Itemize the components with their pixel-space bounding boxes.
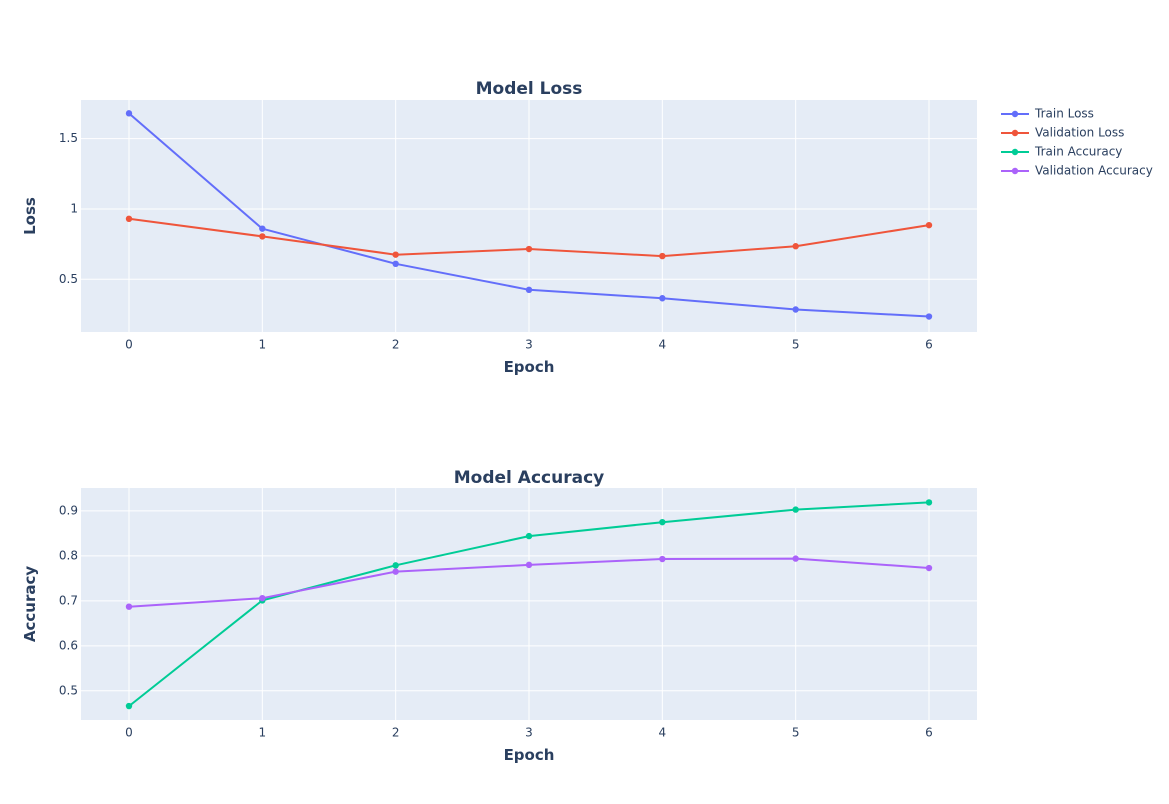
data-point (525, 286, 533, 294)
data-point (125, 702, 133, 710)
legend-label: Train Loss (1034, 107, 1094, 121)
subplot-2: 0 1 2 3 4 5 6 0.5 0.6 0.7 0.8 0.9 Model Accuracy Epoc… (21, 468, 977, 764)
data-point (659, 555, 666, 563)
legend-swatch-marker (1011, 167, 1019, 175)
x-tick-label: 6 (925, 338, 933, 352)
y-tick-label: 0.5 (59, 272, 78, 286)
x-tick-label: 3 (525, 338, 533, 352)
legend-item: Validation Accuracy (1001, 164, 1153, 178)
x-axis-title: Epoch (504, 746, 555, 764)
legend-label: Train Accuracy (1034, 145, 1122, 159)
data-point (792, 506, 799, 513)
y-tick-label: 1.5 (59, 131, 78, 145)
y-axis-title: Accuracy (21, 566, 39, 642)
data-point (525, 532, 533, 540)
x-tick-label: 5 (792, 726, 800, 740)
x-tick-label: 6 (925, 726, 933, 740)
data-point (392, 562, 399, 569)
y-tick-label: 1 (70, 201, 78, 215)
legend-swatch-marker (1011, 148, 1019, 156)
chart-title: Model Loss (476, 79, 583, 99)
data-point (659, 252, 666, 260)
x-tick-label: 4 (659, 726, 667, 740)
data-point (125, 215, 133, 223)
data-point (125, 603, 133, 610)
data-point (525, 561, 533, 569)
data-point (792, 306, 799, 313)
data-point (525, 245, 533, 253)
data-point (259, 233, 266, 240)
series-validation-accuracy (125, 555, 933, 610)
y-tick-label: 0.9 (59, 503, 78, 517)
legend-swatch-marker (1011, 129, 1019, 137)
data-point (125, 110, 133, 117)
x-tick-label: 2 (392, 338, 400, 352)
x-tick-label: 0 (125, 338, 133, 352)
x-tick-label: 1 (259, 726, 267, 740)
legend: Train Loss Validation Loss Train Accuracy V… (1001, 107, 1153, 178)
data-point (792, 555, 799, 562)
data-point (392, 260, 399, 268)
chart-title: Model Accuracy (454, 468, 604, 488)
data-point (925, 564, 933, 572)
x-tick-label: 4 (659, 338, 667, 352)
data-point (925, 221, 933, 229)
data-point (792, 243, 799, 250)
legend-swatch-marker (1011, 110, 1019, 118)
data-point (659, 518, 666, 526)
x-tick-label: 2 (392, 726, 400, 740)
x-axis-title: Epoch (504, 358, 555, 376)
y-axis-title: Loss (21, 197, 39, 235)
legend-item: Validation Loss (1001, 126, 1124, 140)
data-point (392, 251, 399, 258)
data-point (925, 499, 933, 506)
legend-label: Validation Loss (1035, 126, 1124, 140)
data-point (392, 568, 399, 575)
y-tick-label: 0.5 (59, 683, 78, 697)
y-tick-label: 0.7 (59, 593, 78, 607)
x-tick-label: 5 (792, 338, 800, 352)
y-tick-label: 0.8 (59, 548, 78, 562)
x-tick-label: 3 (525, 726, 533, 740)
legend-item: Train Accuracy (1001, 145, 1122, 159)
data-point (259, 594, 266, 602)
x-tick-label: 0 (125, 726, 133, 740)
data-point (659, 295, 666, 302)
series-train-loss (125, 110, 933, 320)
series-validation-loss (125, 215, 933, 260)
legend-label: Validation Accuracy (1035, 164, 1153, 178)
data-point (925, 313, 933, 320)
data-point (259, 225, 266, 232)
y-tick-label: 0.6 (59, 638, 78, 652)
subplot-1: 0 1 2 3 4 5 6 0.5 1 1.5 Model Loss Epoch Loss (21, 79, 977, 376)
legend-item: Train Loss (1001, 107, 1094, 121)
x-tick-label: 1 (259, 338, 267, 352)
